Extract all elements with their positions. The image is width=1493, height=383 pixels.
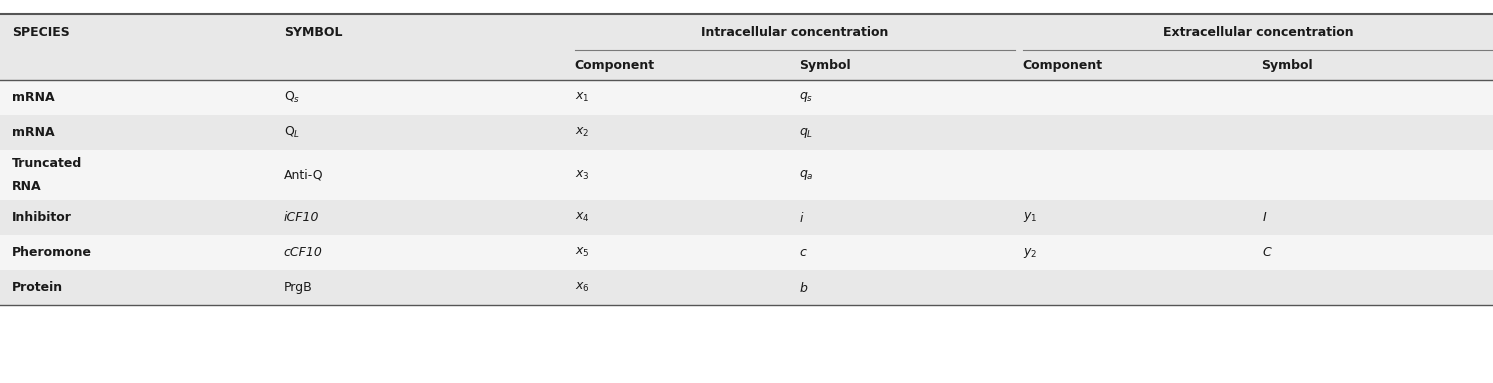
Text: $x_4$: $x_4$ [575, 211, 590, 224]
Text: $x_5$: $x_5$ [575, 246, 590, 259]
Text: PrgB: PrgB [284, 281, 312, 294]
Text: Q$_s$: Q$_s$ [284, 90, 300, 105]
Text: Q$_L$: Q$_L$ [284, 125, 300, 140]
Text: Extracellular concentration: Extracellular concentration [1163, 26, 1353, 39]
Bar [0, 270, 1493, 305]
Text: $x_1$: $x_1$ [575, 91, 590, 104]
Text: RNA: RNA [12, 180, 42, 193]
Text: $x_2$: $x_2$ [575, 126, 590, 139]
Text: mRNA: mRNA [12, 91, 55, 104]
Text: $q_s$: $q_s$ [799, 90, 814, 105]
Text: Inhibitor: Inhibitor [12, 211, 72, 224]
Text: $I$: $I$ [1262, 211, 1268, 224]
Bar [0, 235, 1493, 270]
Text: cCF10: cCF10 [284, 246, 322, 259]
Bar [0, 115, 1493, 150]
Text: $y_2$: $y_2$ [1023, 246, 1038, 260]
Bar [0, 14, 1493, 50]
Text: $C$: $C$ [1262, 246, 1272, 259]
Text: $y_1$: $y_1$ [1023, 211, 1038, 224]
Text: iCF10: iCF10 [284, 211, 320, 224]
Text: Component: Component [1023, 59, 1103, 72]
Text: Intracellular concentration: Intracellular concentration [702, 26, 888, 39]
Text: $q_L$: $q_L$ [799, 126, 814, 139]
Text: Anti-Q: Anti-Q [284, 169, 324, 182]
Text: $x_6$: $x_6$ [575, 281, 590, 294]
Text: SYMBOL: SYMBOL [284, 26, 342, 39]
Text: Symbol: Symbol [799, 59, 851, 72]
Text: SPECIES: SPECIES [12, 26, 70, 39]
Text: $i$: $i$ [799, 211, 805, 224]
Text: Pheromone: Pheromone [12, 246, 93, 259]
Bar [0, 50, 1493, 80]
Text: $q_a$: $q_a$ [799, 168, 814, 182]
Bar [0, 200, 1493, 235]
Text: $b$: $b$ [799, 280, 808, 295]
Text: mRNA: mRNA [12, 126, 55, 139]
Text: Truncated: Truncated [12, 157, 82, 170]
Text: Component: Component [575, 59, 655, 72]
Bar [0, 80, 1493, 115]
Text: Symbol: Symbol [1262, 59, 1314, 72]
Text: Protein: Protein [12, 281, 63, 294]
Bar [0, 150, 1493, 200]
Text: $c$: $c$ [799, 246, 808, 259]
Text: $x_3$: $x_3$ [575, 169, 590, 182]
